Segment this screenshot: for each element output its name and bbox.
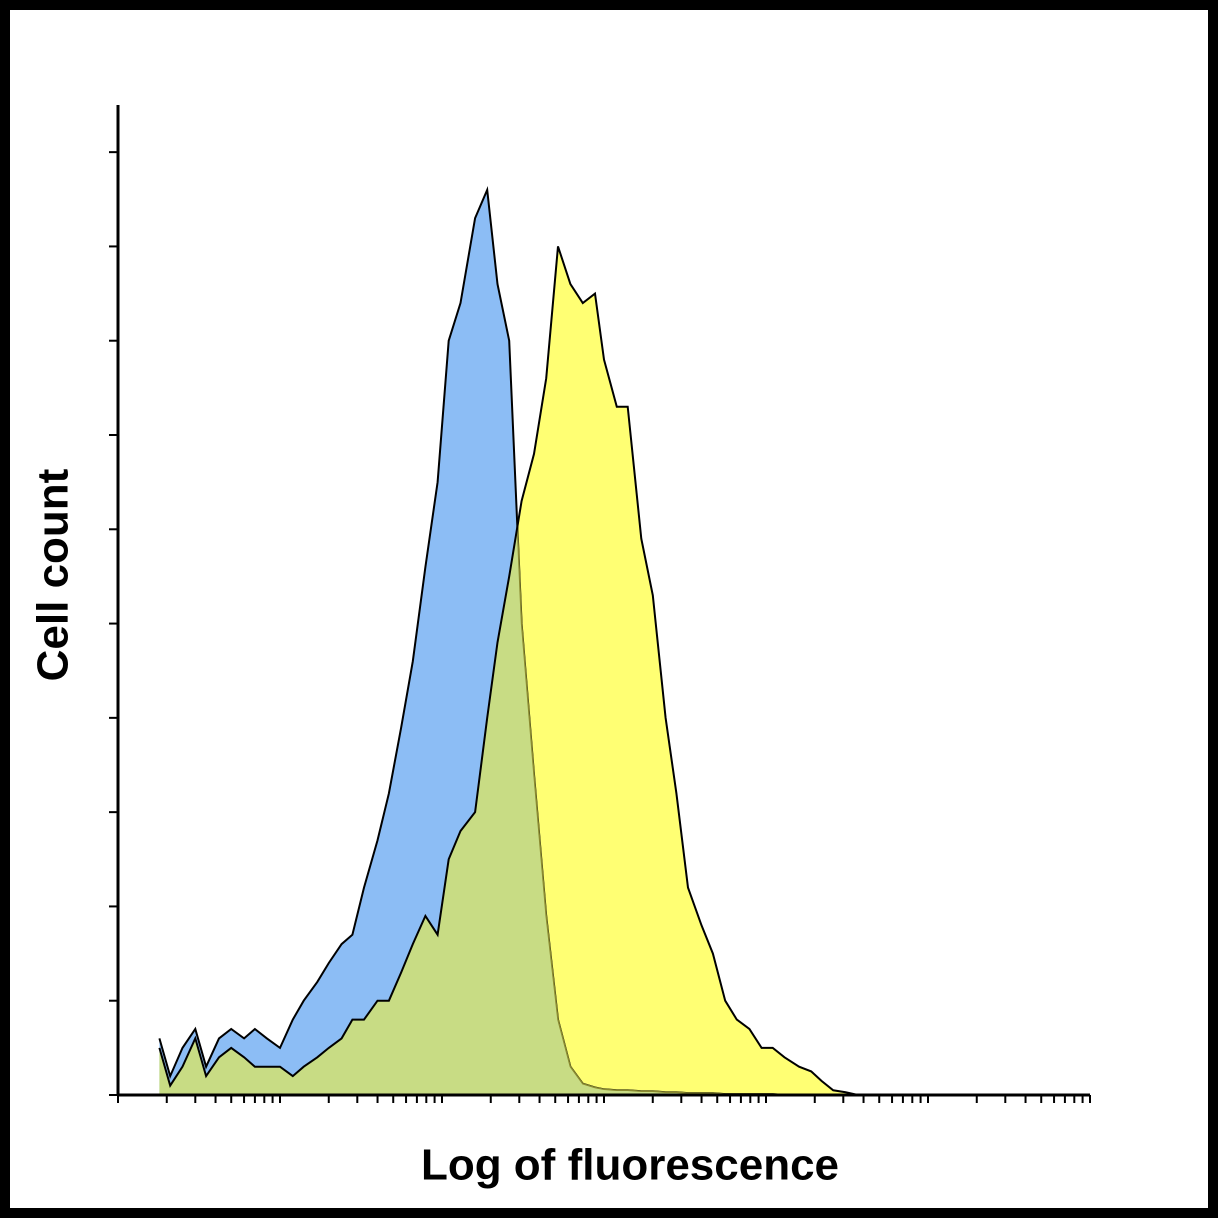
y-axis-label: Cell count [29,468,78,681]
x-axis-label: Log of fluorescence [421,1141,839,1190]
plot-area [109,105,1091,1103]
series-line [158,246,859,1096]
overlap-fill [159,246,858,1095]
